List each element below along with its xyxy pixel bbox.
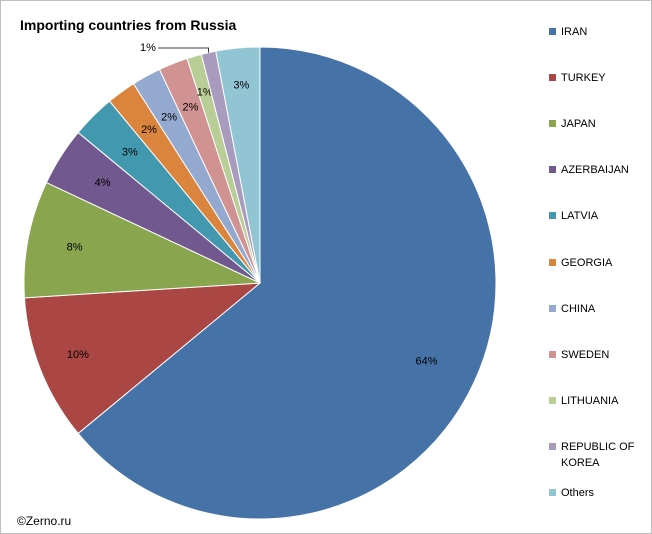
legend-label: LITHUANIA — [561, 395, 619, 407]
legend-swatch — [549, 28, 556, 35]
legend-label: JAPAN — [561, 118, 596, 130]
legend-swatch — [549, 351, 556, 358]
legend-label: LATVIA — [561, 210, 599, 222]
legend-swatch — [549, 74, 556, 81]
data-label-turkey: 10% — [67, 349, 89, 361]
legend-label: REPUBLIC OF KOREA — [561, 441, 635, 469]
source-credit: ©Zerno.ru — [17, 514, 72, 528]
legend-swatch — [549, 212, 556, 219]
data-label-iran: 64% — [416, 355, 438, 367]
legend-label: Others — [561, 487, 595, 499]
data-label-others: 3% — [233, 80, 249, 92]
data-label-japan: 8% — [67, 242, 83, 254]
legend-swatch — [549, 305, 556, 312]
data-label-china: 2% — [161, 111, 177, 123]
data-label-georgia: 2% — [141, 124, 157, 136]
legend-label: SWEDEN — [561, 349, 610, 361]
legend-label: AZERBAIJAN — [561, 164, 629, 176]
pie-slice-others — [215, 46, 261, 284]
legend-swatch — [549, 397, 556, 404]
data-label-lithuania: 1% — [197, 87, 213, 99]
legend-label: GEORGIA — [561, 257, 613, 269]
pie-slice-iran — [77, 46, 497, 520]
legend-swatch — [549, 120, 556, 127]
legend-label: TURKEY — [561, 72, 606, 84]
pie-slice-turkey — [23, 282, 262, 435]
leader-line — [158, 47, 209, 53]
legend-label: IRAN — [561, 26, 588, 38]
data-label-azerbaijan: 4% — [95, 177, 111, 189]
legend-swatch — [549, 443, 556, 450]
legend-swatch — [549, 166, 556, 173]
legend-label: CHINA — [561, 303, 596, 315]
data-label-latvia: 3% — [122, 147, 138, 159]
data-label-sweden: 2% — [183, 101, 199, 113]
pie-slice-japan — [23, 181, 261, 299]
chart-title: Importing countries from Russia — [20, 17, 237, 33]
legend-swatch — [549, 259, 556, 266]
legend-swatch — [549, 489, 556, 496]
data-label-republic-of-korea: 1% — [140, 42, 156, 54]
